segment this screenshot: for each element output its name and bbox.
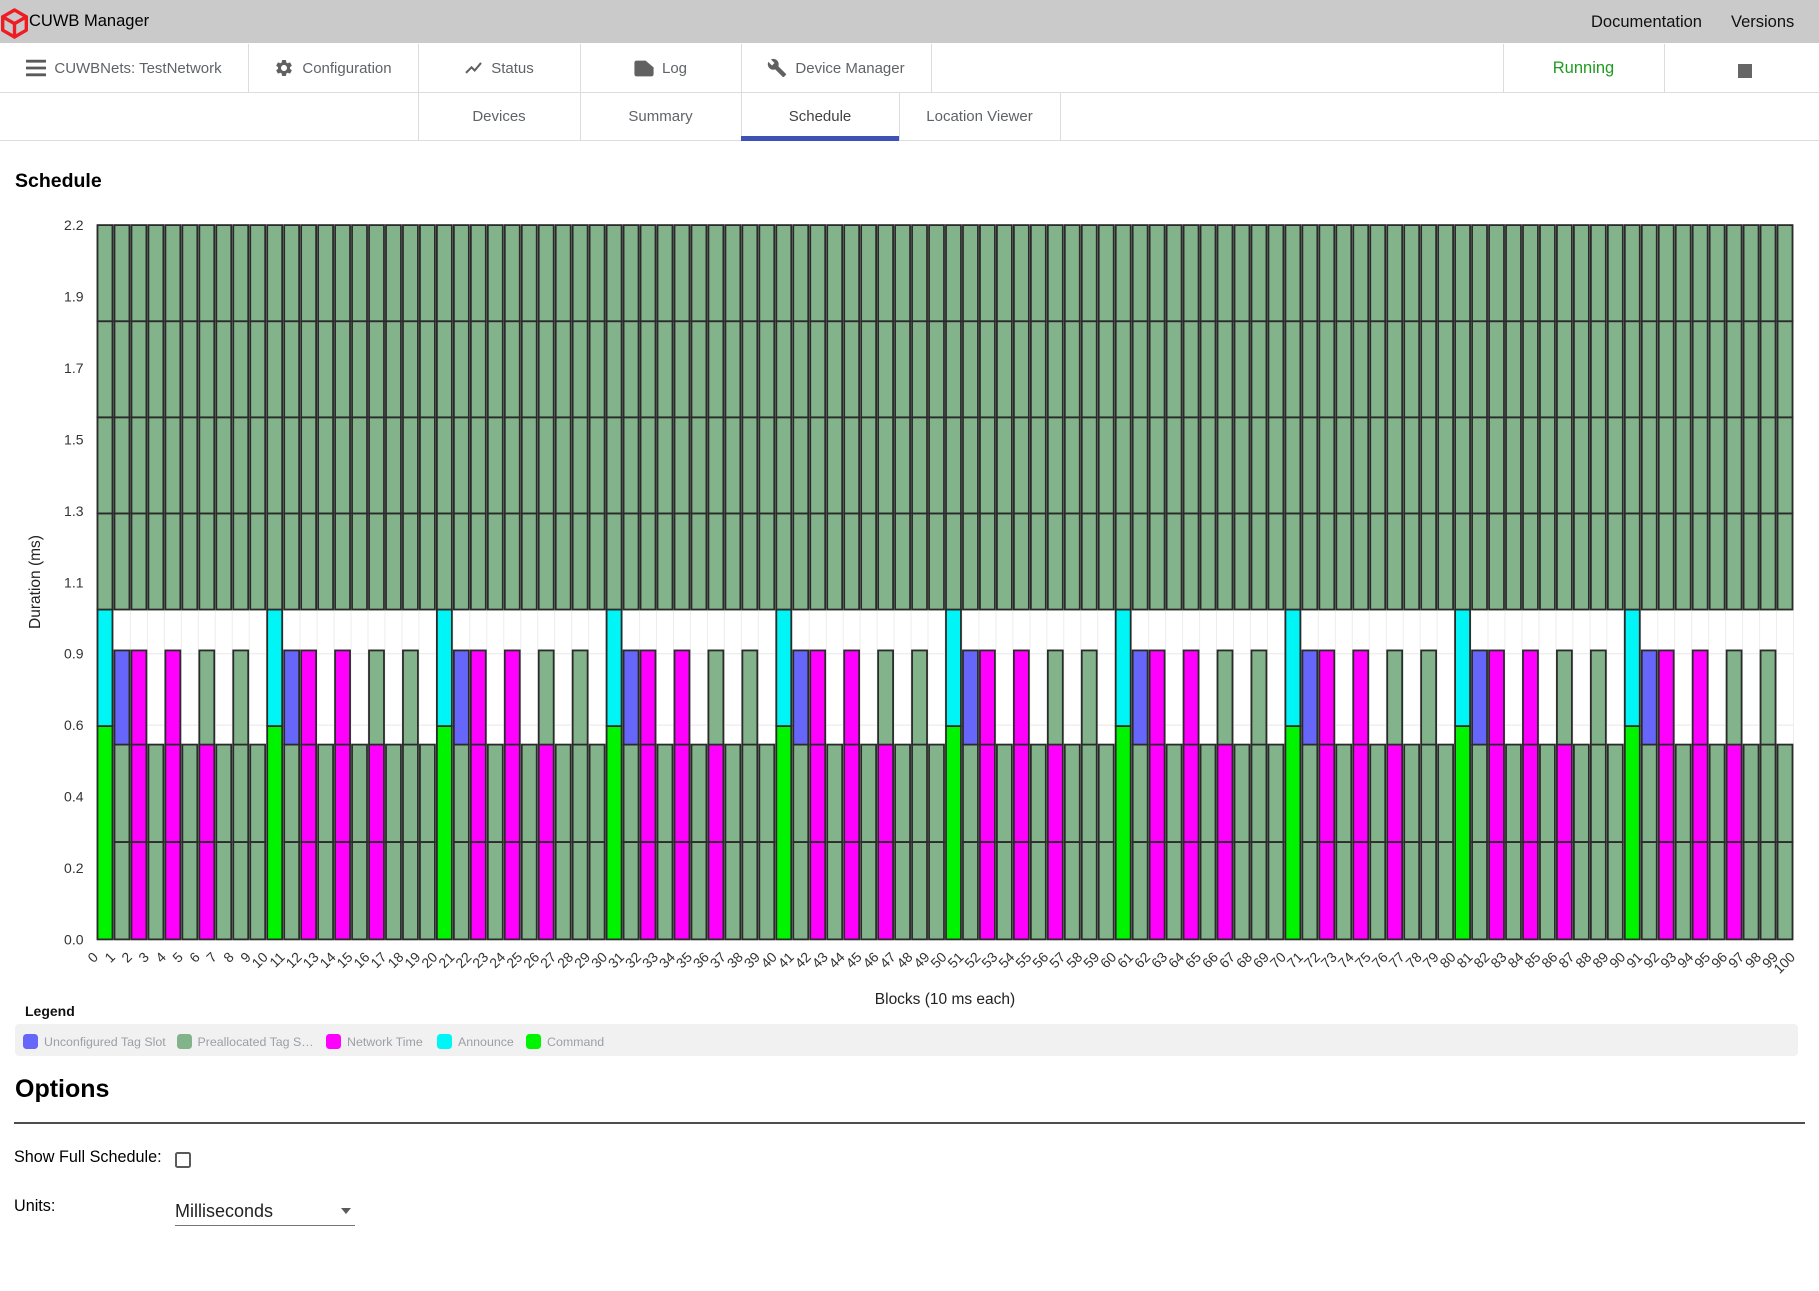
svg-text:100: 100: [1770, 949, 1798, 977]
svg-text:1.3: 1.3: [64, 503, 84, 519]
svg-text:0.6: 0.6: [64, 717, 84, 733]
svg-text:8: 8: [220, 949, 237, 966]
svg-text:Blocks (10 ms each): Blocks (10 ms each): [875, 991, 1015, 1008]
svg-text:0.4: 0.4: [64, 789, 84, 805]
svg-text:2: 2: [118, 949, 135, 966]
svg-text:0.0: 0.0: [64, 931, 84, 947]
svg-text:7: 7: [203, 949, 220, 966]
svg-text:4: 4: [152, 949, 169, 966]
svg-text:Duration (ms): Duration (ms): [27, 535, 44, 629]
svg-text:2.2: 2.2: [64, 217, 84, 233]
svg-text:6: 6: [186, 949, 203, 966]
svg-text:1: 1: [101, 949, 118, 966]
svg-text:1.9: 1.9: [64, 289, 84, 305]
svg-text:0.9: 0.9: [64, 646, 84, 662]
svg-text:0: 0: [84, 949, 101, 966]
svg-text:3: 3: [135, 949, 152, 966]
svg-text:0.2: 0.2: [64, 860, 84, 876]
svg-text:1.5: 1.5: [64, 431, 84, 447]
svg-text:1.1: 1.1: [64, 574, 84, 590]
svg-text:5: 5: [169, 949, 186, 966]
svg-text:1.7: 1.7: [64, 360, 84, 376]
